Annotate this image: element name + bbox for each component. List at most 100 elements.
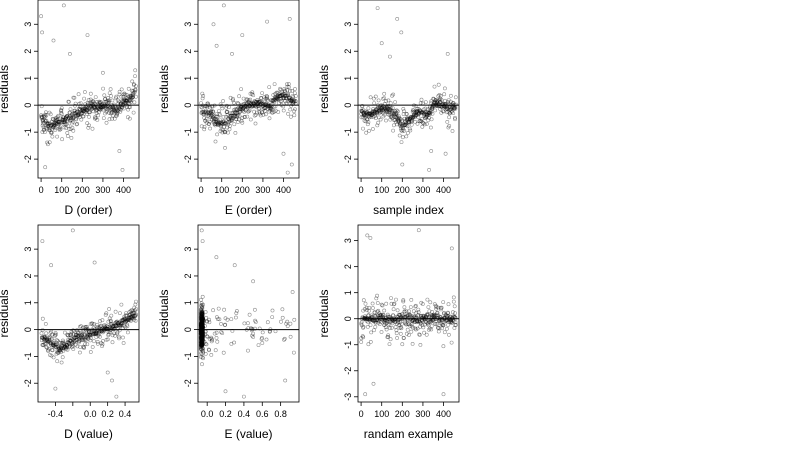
data-point [414,113,419,117]
data-point [410,324,414,329]
data-point [419,97,424,102]
data-point [263,105,268,110]
y-tick-label: 0 [23,327,33,332]
data-point [200,312,205,317]
data-point [367,128,372,133]
data-point [203,329,208,334]
data-point [199,321,204,326]
data-point [97,110,101,115]
data-point [107,106,112,111]
data-point [67,338,72,343]
data-point [121,341,126,345]
data-point [429,99,434,104]
data-point [387,104,392,109]
data-point [50,116,55,121]
data-point [113,333,118,338]
data-point [199,342,204,346]
data-point [129,93,134,98]
data-point [382,323,387,328]
data-point [102,323,106,328]
data-point [387,319,392,324]
data-point [433,98,438,103]
points [39,228,139,399]
data-point [438,100,443,104]
data-point [417,108,422,113]
data-point [448,99,453,104]
data-point [377,110,382,115]
data-point [445,106,449,111]
data-point [108,330,113,335]
data-point [290,102,295,107]
data-point [259,96,264,101]
data-point [58,120,63,125]
data-point [51,38,56,43]
data-point [61,115,66,120]
data-point [401,107,406,111]
data-point [49,131,54,136]
data-point [404,111,409,116]
data-point [260,102,265,107]
data-point [72,111,76,116]
data-point [48,335,53,340]
data-point [86,110,91,115]
data-point [366,320,371,325]
data-point [407,120,412,125]
data-point [85,112,89,116]
data-point [200,318,205,323]
data-point [199,341,204,346]
x-tick-label: 100 [374,409,389,419]
data-point [418,109,423,113]
data-point [232,108,237,112]
data-point [199,343,204,347]
data-point [60,117,65,122]
data-point [425,110,430,114]
data-point [375,110,380,115]
data-point [70,118,75,123]
data-point [103,105,108,110]
data-point [95,108,99,112]
data-point [247,104,252,108]
data-point [272,96,277,101]
data-point [207,336,212,341]
data-point [411,317,415,322]
data-point [199,320,204,325]
data-point [200,317,205,322]
data-point [216,119,221,124]
y-tick-label: -1 [183,128,193,136]
data-point [48,331,53,335]
data-point [63,344,67,349]
data-point [200,321,205,326]
data-point [200,341,205,346]
data-point [131,95,135,99]
data-point [424,112,429,117]
y-tick-label: 2 [23,273,33,278]
data-point [199,311,204,316]
data-point [87,110,92,115]
data-point [292,99,297,104]
data-point [103,99,108,104]
data-point [214,114,219,119]
data-point [199,336,204,341]
data-point [92,328,97,333]
data-point [209,339,214,344]
data-point [274,95,279,100]
data-point [280,93,285,98]
data-point [388,317,393,322]
data-point [200,321,205,326]
data-point [122,99,127,104]
data-point [215,115,220,119]
data-point [56,113,61,118]
data-point [117,92,122,97]
data-point [117,336,121,341]
data-point [402,309,407,314]
data-point [228,124,233,128]
data-point [52,126,57,131]
data-point [74,335,79,340]
data-point [69,135,74,140]
data-point [134,312,138,317]
data-point [446,110,451,115]
data-point [285,319,290,324]
data-point [369,316,374,321]
data-point [56,347,61,351]
